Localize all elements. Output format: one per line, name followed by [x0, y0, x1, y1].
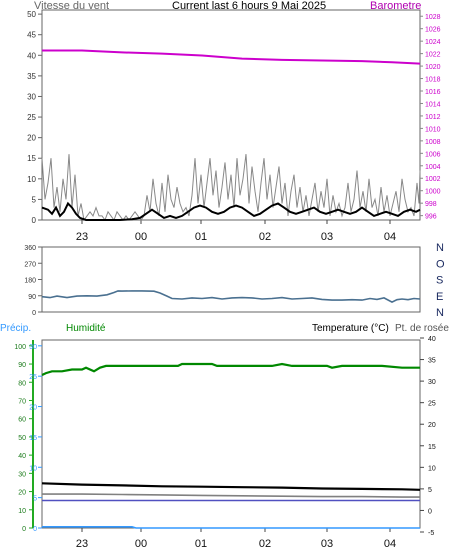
tick-label-baro: 1010: [425, 126, 441, 133]
tick-label-baro: 1000: [425, 189, 441, 196]
tick-label-direction: 270: [24, 261, 36, 268]
tick-label-temperature: 5: [428, 487, 432, 494]
tick-label-direction: 0: [32, 310, 36, 317]
tick-label-baro: 1020: [425, 64, 441, 71]
wind-speed-line: [41, 201, 421, 221]
tick-label-temperature: 35: [428, 358, 436, 365]
tick-label-precip: 15: [29, 435, 37, 442]
plot-area-wind: [41, 9, 421, 221]
tick-label-temperature: 10: [428, 465, 436, 472]
tick-label-humidity: 20: [18, 490, 26, 497]
tick-label-humidity: 40: [18, 453, 26, 460]
compass-label: E: [436, 291, 443, 303]
tick-label-baro: 1004: [425, 164, 441, 171]
tick-label-humidity: 30: [18, 471, 26, 478]
x-tick-label-temp: 02: [259, 538, 271, 550]
precip-line: [42, 526, 420, 529]
tick-label-direction: 90: [28, 294, 36, 301]
compass-label: O: [436, 258, 445, 270]
compass-label: N: [436, 307, 444, 319]
x-tick-label-wind: 00: [135, 231, 147, 243]
tick-label-humidity: 80: [18, 380, 26, 387]
temperature-axis-label: Temperature (°C): [312, 323, 389, 334]
x-tick-label-temp: 03: [321, 538, 333, 550]
tick-label-humidity: 70: [18, 398, 26, 405]
tick-label-temperature: 0: [428, 508, 432, 515]
tick-label-wind: 35: [27, 72, 36, 81]
tick-label-baro: 1026: [425, 27, 441, 34]
chart-title: Current last 6 hours 9 Mai 2025: [172, 0, 326, 12]
tick-label-baro: 1016: [425, 89, 441, 96]
tick-label-temperature: 25: [428, 401, 436, 408]
x-tick-label-wind: 23: [76, 231, 88, 243]
tick-label-wind: 25: [27, 113, 36, 122]
tick-label-precip: 30: [29, 344, 37, 351]
tick-label-precip: 20: [29, 405, 37, 412]
tick-label-precip: 0: [33, 526, 37, 533]
tick-label-wind: 5: [32, 195, 37, 204]
tick-label-baro: 1028: [425, 14, 441, 21]
dewpoint-axis-label: Pt. de rosée: [395, 323, 449, 334]
x-tick-label-temp: 23: [76, 538, 88, 550]
tick-label-wind: 45: [27, 31, 36, 40]
tick-label-baro: 1024: [425, 39, 441, 46]
compass-label: N: [436, 242, 444, 254]
precip-axis-label: Précip.: [0, 323, 31, 334]
temperature-line: [41, 482, 421, 491]
tick-label-wind: 20: [27, 134, 36, 143]
tick-label-humidity: 90: [18, 362, 26, 369]
tick-label-precip: 25: [29, 374, 37, 381]
tick-label-temperature: 30: [428, 379, 436, 386]
tick-label-wind: 50: [27, 10, 36, 19]
tick-label-baro: 998: [425, 201, 437, 208]
baro-axis-label: Barometre: [370, 0, 421, 12]
tick-label-wind: 15: [27, 154, 36, 163]
compass-label: S: [436, 275, 443, 287]
humidity-axis-label: Humidité: [66, 323, 106, 334]
plot-area-direction: [41, 246, 421, 313]
tick-label-humidity: 0: [22, 526, 26, 533]
tick-label-baro: 1022: [425, 52, 441, 59]
tick-label-wind: 0: [32, 216, 37, 225]
tick-label-wind: 10: [27, 175, 36, 184]
tick-label-baro: 1002: [425, 176, 441, 183]
tick-label-wind: 40: [27, 51, 36, 60]
tick-label-temperature: 40: [428, 336, 436, 343]
x-tick-label-temp: 00: [135, 538, 147, 550]
tick-label-baro: 1018: [425, 77, 441, 84]
humidity-line: [41, 362, 420, 376]
tick-label-direction: 180: [24, 278, 36, 285]
tick-label-baro: 1008: [425, 139, 441, 146]
x-tick-label-temp: 01: [195, 538, 207, 550]
tick-label-temperature: 15: [428, 444, 436, 451]
tick-label-wind: 30: [27, 92, 36, 101]
tick-label-temperature: 20: [428, 422, 436, 429]
x-tick-label-wind: 01: [195, 231, 207, 243]
tick-label-humidity: 60: [18, 417, 26, 424]
tick-label-direction: 360: [24, 245, 36, 252]
tick-label-precip: 10: [29, 465, 37, 472]
wind-direction-line: [41, 290, 421, 303]
wind-gust-line: [41, 154, 421, 222]
x-tick-label-wind: 02: [259, 231, 271, 243]
barometer-line: [42, 49, 421, 65]
x-tick-label-wind: 04: [384, 231, 396, 243]
tick-label-humidity: 10: [18, 508, 26, 515]
tick-label-baro: 1012: [425, 114, 441, 121]
tick-label-temperature: -5: [428, 530, 434, 537]
tick-label-precip: 5: [33, 496, 37, 503]
dewpoint-line: [42, 493, 420, 498]
tick-label-baro: 1006: [425, 151, 441, 158]
tick-label-humidity: 100: [14, 344, 26, 351]
tick-label-humidity: 50: [18, 435, 26, 442]
tick-label-baro: 996: [425, 214, 437, 221]
x-tick-label-temp: 04: [384, 538, 396, 550]
tick-label-baro: 1014: [425, 101, 441, 108]
wind-axis-label: Vitesse du vent: [34, 0, 109, 12]
x-tick-label-wind: 03: [321, 231, 333, 243]
